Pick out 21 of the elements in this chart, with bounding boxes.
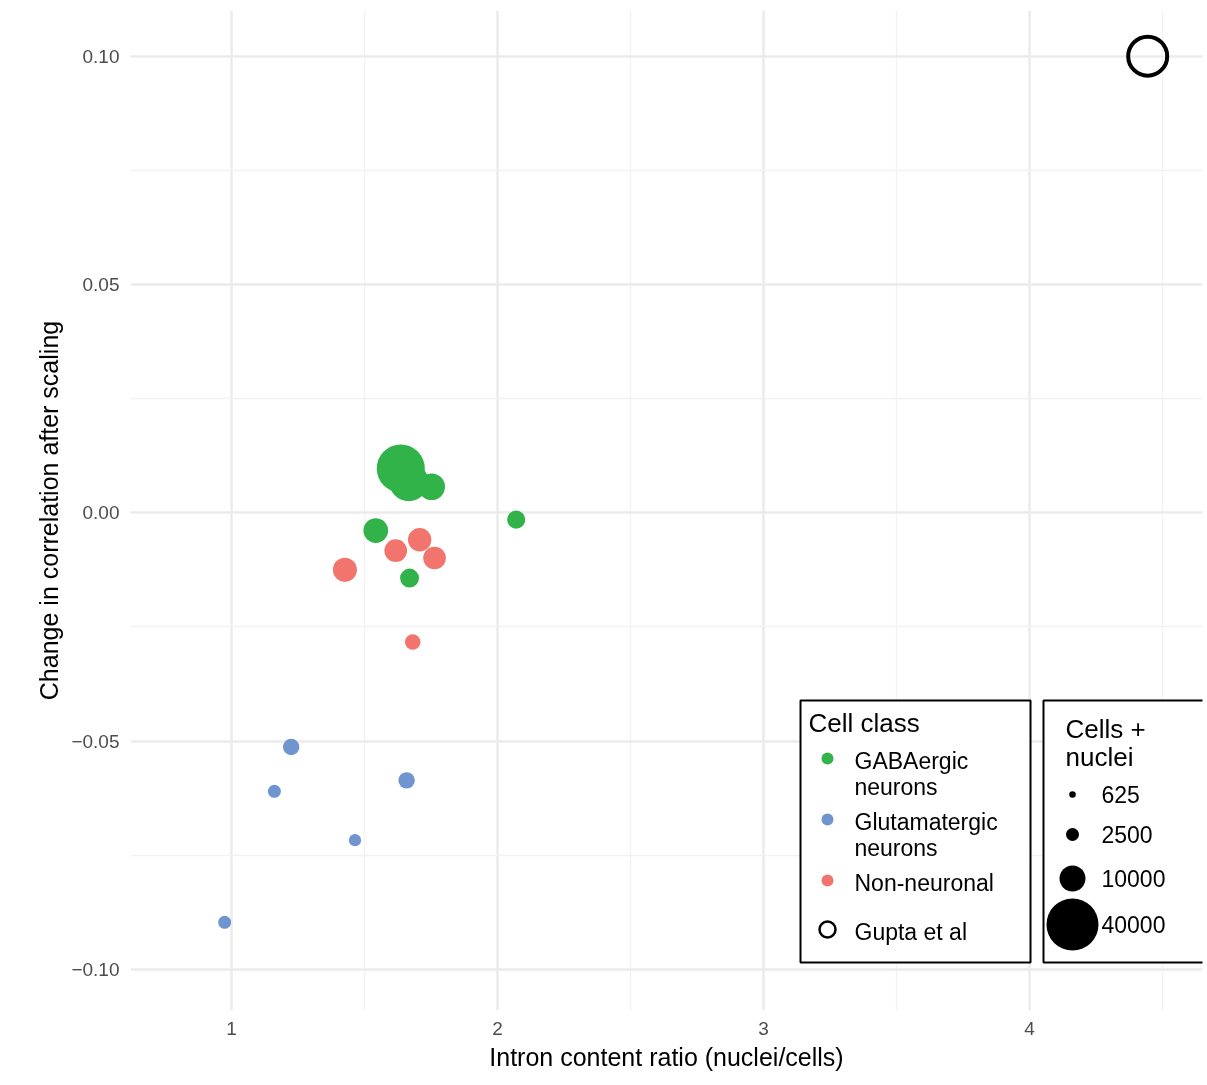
- legend-label: Non-neuronal: [854, 869, 994, 896]
- y-tick-label: −0.10: [71, 958, 120, 980]
- y-axis-title: Change in correlation after scaling: [35, 320, 64, 701]
- legend-label: 10000: [1101, 866, 1166, 892]
- y-tick-label: 0.00: [82, 502, 120, 524]
- y-tick-label: 0.10: [82, 45, 120, 67]
- x-axis-title: Intron content ratio (nuclei/cells): [489, 1042, 844, 1071]
- annotation: Cells + nuclei: [1065, 713, 1146, 772]
- x-tick-label: 2: [492, 1017, 503, 1039]
- legend-title: Cell class: [808, 707, 920, 738]
- x-tick-label: 1: [226, 1017, 237, 1039]
- x-tick-label: 3: [758, 1017, 769, 1039]
- legend-label: 2500: [1101, 822, 1153, 848]
- y-tick-label: −0.05: [71, 730, 120, 752]
- legend-label: 40000: [1101, 912, 1166, 938]
- legend-label: 625: [1101, 782, 1140, 808]
- legend-label: Glutamatergic neurons: [854, 808, 998, 861]
- legend-label: GABAergic neurons: [854, 747, 969, 800]
- y-tick-label: 0.05: [82, 273, 120, 295]
- legend-label: Gupta et al: [854, 918, 968, 945]
- x-tick-label: 4: [1024, 1017, 1036, 1039]
